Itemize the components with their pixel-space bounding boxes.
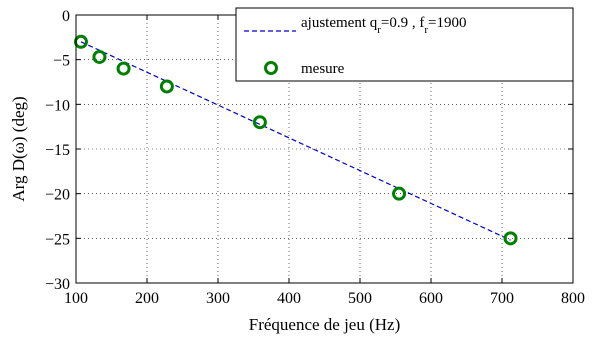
x-tick-label: 100 (64, 290, 88, 307)
legend: ajustement qr=0.9 , fr=1900 mesure (235, 7, 574, 82)
measurement-point (392, 186, 407, 201)
x-tick-label: 400 (277, 290, 301, 307)
x-tick-label: 800 (561, 290, 585, 307)
y-tick-label: −5 (53, 53, 70, 70)
measurement-point (252, 115, 267, 130)
y-axis-label: Arg D(ω) (deg) (9, 96, 28, 201)
x-tick-labels: 100 200 300 400 500 600 700 800 (64, 290, 585, 307)
legend-fit-label-mid: =0.9 , f (381, 15, 424, 31)
measurement-point (92, 49, 107, 64)
y-tick-label: −15 (45, 142, 70, 159)
measurement-point (159, 79, 174, 94)
legend-fit-label-end: =1900 (428, 15, 466, 31)
x-tick-label: 500 (348, 290, 372, 307)
legend-box (235, 7, 574, 82)
y-tick-label: −20 (45, 187, 70, 204)
x-tick-label: 700 (490, 290, 514, 307)
y-tick-label: −30 (45, 276, 70, 293)
legend-fit-label-sub1: r (377, 24, 381, 36)
y-tick-label: 0 (62, 8, 70, 25)
fit-line-series (80, 41, 511, 241)
x-tick-label: 200 (135, 290, 159, 307)
measurement-point (503, 231, 518, 246)
y-tick-label: −10 (45, 97, 70, 114)
legend-fit-label: ajustement qr=0.9 , fr=1900 (301, 15, 467, 36)
measurement-series (73, 34, 518, 246)
fit-line (80, 41, 511, 241)
legend-marker-label: mesure (301, 61, 345, 77)
x-axis-label: Fréquence de jeu (Hz) (249, 315, 401, 334)
x-tick-label: 300 (206, 290, 230, 307)
legend-marker-swatch (264, 61, 278, 75)
legend-fit-label-sub2: r (424, 24, 428, 36)
y-tick-label: −25 (45, 231, 70, 248)
legend-fit-label-main: ajustement q (301, 15, 378, 31)
x-tick-label: 600 (419, 290, 443, 307)
y-tick-labels: 0 −5 −10 −15 −20 −25 −30 (45, 8, 70, 293)
measurement-point (116, 61, 131, 76)
measurement-point (73, 34, 88, 49)
